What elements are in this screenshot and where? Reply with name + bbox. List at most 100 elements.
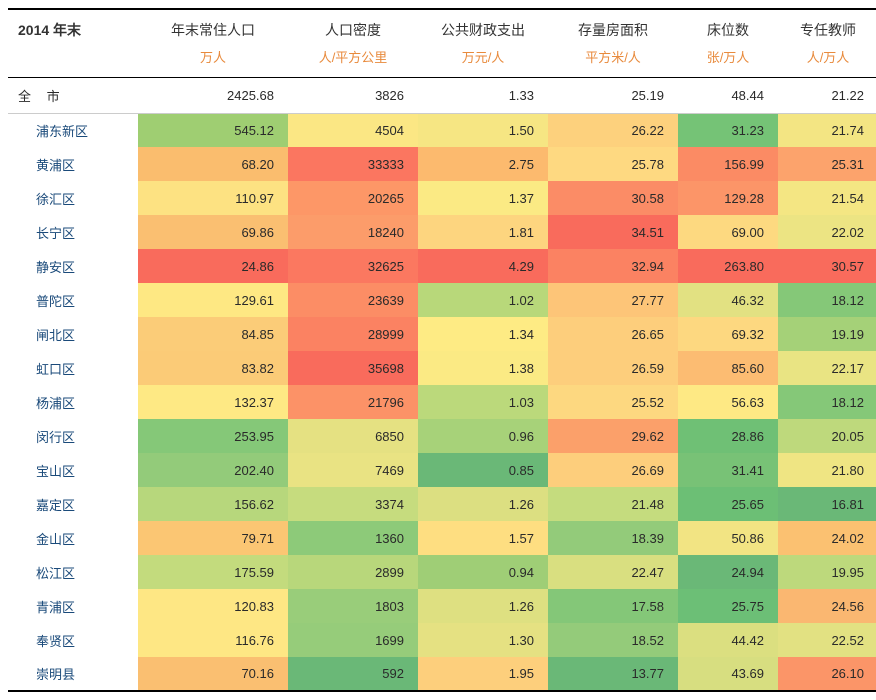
heat-cell: 1.26 xyxy=(418,487,548,521)
row-label: 嘉定区 xyxy=(8,487,138,521)
heat-cell: 0.96 xyxy=(418,419,548,453)
heat-cell: 34.51 xyxy=(548,215,678,249)
heat-cell: 22.17 xyxy=(778,351,876,385)
heat-cell: 110.97 xyxy=(138,181,288,215)
heat-cell: 20.05 xyxy=(778,419,876,453)
heat-cell: 6850 xyxy=(288,419,418,453)
heat-cell: 24.56 xyxy=(778,589,876,623)
heat-cell: 4504 xyxy=(288,113,418,147)
table-row: 宝山区202.4074690.8526.6931.4121.80 xyxy=(8,453,876,487)
col-header: 年末常住人口 xyxy=(138,9,288,43)
heat-cell: 1.26 xyxy=(418,589,548,623)
row-label: 松江区 xyxy=(8,555,138,589)
row-label: 崇明县 xyxy=(8,657,138,691)
heat-cell: 70.16 xyxy=(138,657,288,691)
heat-cell: 22.52 xyxy=(778,623,876,657)
heat-cell: 1803 xyxy=(288,589,418,623)
heat-cell: 18.12 xyxy=(778,385,876,419)
table-row: 长宁区69.86182401.8134.5169.0022.02 xyxy=(8,215,876,249)
heat-cell: 84.85 xyxy=(138,317,288,351)
total-cell: 48.44 xyxy=(678,77,778,113)
table-row: 闵行区253.9568500.9629.6228.8620.05 xyxy=(8,419,876,453)
heat-cell: 69.32 xyxy=(678,317,778,351)
heat-cell: 1.03 xyxy=(418,385,548,419)
col-header: 公共财政支出 xyxy=(418,9,548,43)
heat-cell: 1.30 xyxy=(418,623,548,657)
heat-cell: 545.12 xyxy=(138,113,288,147)
table-row: 金山区79.7113601.5718.3950.8624.02 xyxy=(8,521,876,555)
heat-cell: 156.62 xyxy=(138,487,288,521)
heat-cell: 25.75 xyxy=(678,589,778,623)
col-header: 床位数 xyxy=(678,9,778,43)
col-unit: 万元/人 xyxy=(418,43,548,77)
heat-cell: 31.23 xyxy=(678,113,778,147)
heat-cell: 129.28 xyxy=(678,181,778,215)
total-cell: 1.33 xyxy=(418,77,548,113)
heat-cell: 0.94 xyxy=(418,555,548,589)
heat-cell: 25.31 xyxy=(778,147,876,181)
header-year: 2014 年末 xyxy=(8,9,138,43)
row-label: 黄浦区 xyxy=(8,147,138,181)
table-header: 2014 年末 年末常住人口 人口密度 公共财政支出 存量房面积 床位数 专任教… xyxy=(8,9,876,77)
table-row: 嘉定区156.6233741.2621.4825.6516.81 xyxy=(8,487,876,521)
table-row: 虹口区83.82356981.3826.5985.6022.17 xyxy=(8,351,876,385)
heat-cell: 26.10 xyxy=(778,657,876,691)
table-row: 闸北区84.85289991.3426.6569.3219.19 xyxy=(8,317,876,351)
heat-cell: 1.38 xyxy=(418,351,548,385)
heat-cell: 18240 xyxy=(288,215,418,249)
row-label: 虹口区 xyxy=(8,351,138,385)
heat-cell: 21.80 xyxy=(778,453,876,487)
heat-cell: 132.37 xyxy=(138,385,288,419)
col-unit: 张/万人 xyxy=(678,43,778,77)
row-label: 闵行区 xyxy=(8,419,138,453)
col-header: 专任教师 xyxy=(778,9,876,43)
table-row: 徐汇区110.97202651.3730.58129.2821.54 xyxy=(8,181,876,215)
heatmap-table: 2014 年末 年末常住人口 人口密度 公共财政支出 存量房面积 床位数 专任教… xyxy=(8,8,876,692)
col-unit: 万人 xyxy=(138,43,288,77)
total-row: 全 市 2425.68 3826 1.33 25.19 48.44 21.22 xyxy=(8,77,876,113)
heat-cell: 1.81 xyxy=(418,215,548,249)
heat-cell: 26.59 xyxy=(548,351,678,385)
heat-cell: 19.95 xyxy=(778,555,876,589)
table-row: 浦东新区545.1245041.5026.2231.2321.74 xyxy=(8,113,876,147)
heat-cell: 2899 xyxy=(288,555,418,589)
table-row: 静安区24.86326254.2932.94263.8030.57 xyxy=(8,249,876,283)
heat-cell: 26.69 xyxy=(548,453,678,487)
row-label: 长宁区 xyxy=(8,215,138,249)
heat-cell: 1.95 xyxy=(418,657,548,691)
table-row: 杨浦区132.37217961.0325.5256.6318.12 xyxy=(8,385,876,419)
heat-cell: 1.34 xyxy=(418,317,548,351)
heat-cell: 28999 xyxy=(288,317,418,351)
heat-cell: 46.32 xyxy=(678,283,778,317)
row-label: 闸北区 xyxy=(8,317,138,351)
heat-cell: 156.99 xyxy=(678,147,778,181)
row-label: 徐汇区 xyxy=(8,181,138,215)
heat-cell: 1.02 xyxy=(418,283,548,317)
heat-cell: 32.94 xyxy=(548,249,678,283)
heat-cell: 1.57 xyxy=(418,521,548,555)
heat-cell: 79.71 xyxy=(138,521,288,555)
col-unit: 人/平方公里 xyxy=(288,43,418,77)
heat-cell: 1699 xyxy=(288,623,418,657)
heat-cell: 50.86 xyxy=(678,521,778,555)
table-row: 黄浦区68.20333332.7525.78156.9925.31 xyxy=(8,147,876,181)
heat-cell: 31.41 xyxy=(678,453,778,487)
heat-cell: 43.69 xyxy=(678,657,778,691)
heat-cell: 16.81 xyxy=(778,487,876,521)
heat-cell: 25.52 xyxy=(548,385,678,419)
heat-cell: 4.29 xyxy=(418,249,548,283)
row-label: 普陀区 xyxy=(8,283,138,317)
row-label: 静安区 xyxy=(8,249,138,283)
table-row: 青浦区120.8318031.2617.5825.7524.56 xyxy=(8,589,876,623)
heat-cell: 263.80 xyxy=(678,249,778,283)
heat-cell: 18.39 xyxy=(548,521,678,555)
heat-cell: 120.83 xyxy=(138,589,288,623)
heat-cell: 592 xyxy=(288,657,418,691)
heat-cell: 28.86 xyxy=(678,419,778,453)
heat-cell: 24.94 xyxy=(678,555,778,589)
col-unit: 平方米/人 xyxy=(548,43,678,77)
heat-cell: 116.76 xyxy=(138,623,288,657)
table-row: 奉贤区116.7616991.3018.5244.4222.52 xyxy=(8,623,876,657)
row-label: 杨浦区 xyxy=(8,385,138,419)
total-cell: 25.19 xyxy=(548,77,678,113)
